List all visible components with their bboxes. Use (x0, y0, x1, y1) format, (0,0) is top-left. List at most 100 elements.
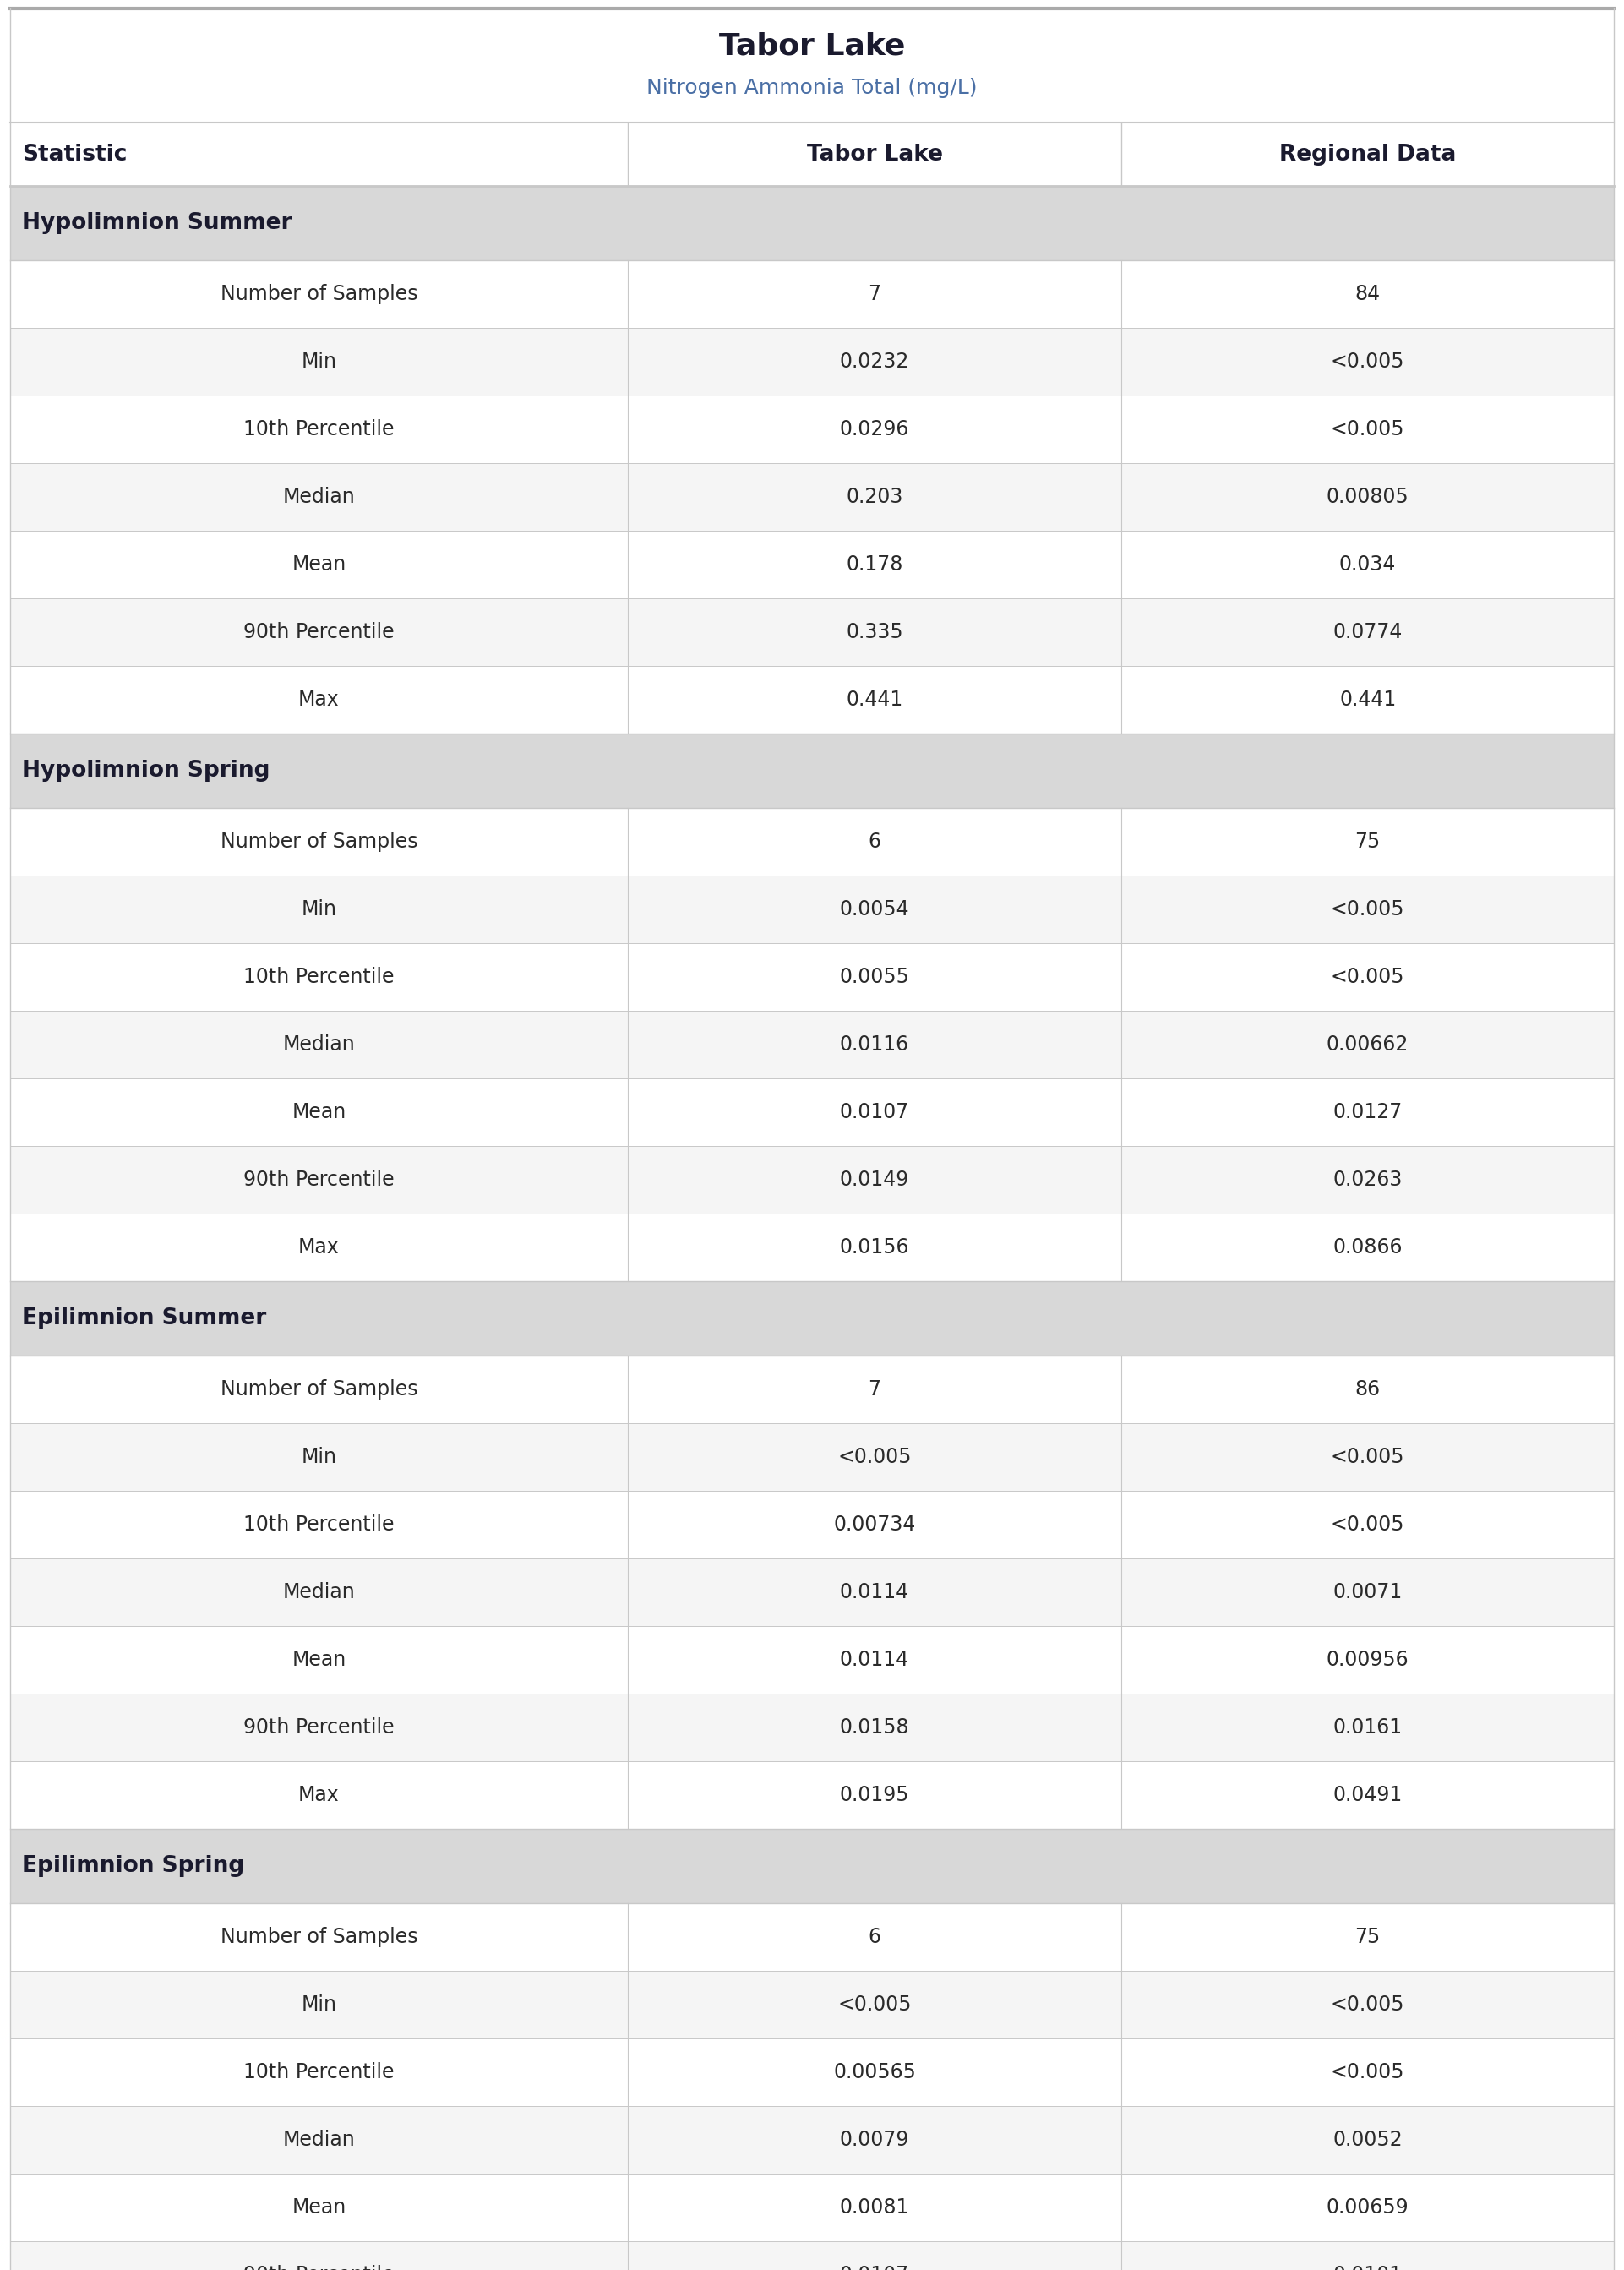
Bar (10, 2038, 1614, 2107)
Bar (10, 808, 1614, 876)
Bar (10, 327, 1614, 395)
Bar (10, 1559, 1614, 1625)
Text: Mean: Mean (292, 1101, 346, 1121)
Text: 0.0071: 0.0071 (1333, 1582, 1403, 1603)
Bar (10, 733, 1614, 808)
Text: 0.0107: 0.0107 (840, 1101, 909, 1121)
Text: 0.0296: 0.0296 (840, 420, 909, 440)
Text: Min: Min (300, 899, 336, 919)
Text: 0.00956: 0.00956 (1327, 1650, 1410, 1671)
Text: 10th Percentile: 10th Percentile (244, 2061, 395, 2082)
Bar (10, 123, 1614, 186)
Text: <0.005: <0.005 (1330, 967, 1405, 987)
Text: 0.0156: 0.0156 (840, 1237, 909, 1258)
Text: 0.00659: 0.00659 (1327, 2197, 1410, 2218)
Text: 6: 6 (869, 831, 880, 851)
Text: Median: Median (283, 2129, 356, 2150)
Bar (10, 1491, 1614, 1559)
Text: 0.441: 0.441 (846, 690, 903, 711)
Text: <0.005: <0.005 (1330, 1446, 1405, 1466)
Text: 0.0149: 0.0149 (840, 1169, 909, 1189)
Text: 0.0114: 0.0114 (840, 1650, 909, 1671)
Text: <0.005: <0.005 (1330, 352, 1405, 372)
Bar (10, 1146, 1614, 1214)
Bar (10, 9, 1614, 123)
Bar (10, 1214, 1614, 1280)
Text: 0.0054: 0.0054 (840, 899, 909, 919)
Bar (10, 1693, 1614, 1762)
Text: 0.335: 0.335 (846, 622, 903, 642)
Text: 0.0774: 0.0774 (1333, 622, 1403, 642)
Text: Number of Samples: Number of Samples (221, 831, 417, 851)
Bar (10, 1010, 1614, 1078)
Text: 75: 75 (1354, 831, 1380, 851)
Text: Median: Median (283, 1582, 356, 1603)
Text: 0.0081: 0.0081 (840, 2197, 909, 2218)
Text: Number of Samples: Number of Samples (221, 284, 417, 304)
Text: 0.00734: 0.00734 (833, 1514, 916, 1535)
Text: Epilimnion Spring: Epilimnion Spring (23, 1855, 244, 1877)
Text: Regional Data: Regional Data (1280, 143, 1457, 166)
Text: Mean: Mean (292, 1650, 346, 1671)
Bar (10, 463, 1614, 531)
Bar (10, 1625, 1614, 1693)
Text: Hypolimnion Summer: Hypolimnion Summer (23, 211, 292, 234)
Bar (10, 942, 1614, 1010)
Text: Mean: Mean (292, 554, 346, 574)
Text: Tabor Lake: Tabor Lake (807, 143, 942, 166)
Text: Median: Median (283, 1035, 356, 1056)
Text: <0.005: <0.005 (838, 1446, 911, 1466)
Text: Min: Min (300, 1995, 336, 2016)
Text: 7: 7 (869, 1380, 880, 1401)
Bar (10, 1902, 1614, 1970)
Text: Min: Min (300, 1446, 336, 1466)
Text: 0.0866: 0.0866 (1333, 1237, 1403, 1258)
Text: 7: 7 (869, 284, 880, 304)
Text: 84: 84 (1354, 284, 1380, 304)
Text: Max: Max (299, 1784, 339, 1805)
Text: <0.005: <0.005 (1330, 899, 1405, 919)
Text: Hypolimnion Spring: Hypolimnion Spring (23, 760, 270, 781)
Text: 0.0114: 0.0114 (840, 1582, 909, 1603)
Text: 0.034: 0.034 (1340, 554, 1397, 574)
Text: Number of Samples: Number of Samples (221, 1380, 417, 1401)
Text: 0.0116: 0.0116 (840, 1035, 909, 1056)
Text: <0.005: <0.005 (838, 1995, 911, 2016)
Text: 0.00805: 0.00805 (1327, 486, 1410, 506)
Text: 90th Percentile: 90th Percentile (244, 1169, 395, 1189)
Text: 0.0107: 0.0107 (840, 2265, 909, 2270)
Bar (10, 1830, 1614, 1902)
Text: Tabor Lake: Tabor Lake (719, 32, 905, 61)
Text: 90th Percentile: 90th Percentile (244, 2265, 395, 2270)
Text: Median: Median (283, 486, 356, 506)
Text: 90th Percentile: 90th Percentile (244, 622, 395, 642)
Text: 90th Percentile: 90th Percentile (244, 1718, 395, 1737)
Text: <0.005: <0.005 (1330, 1514, 1405, 1535)
Text: 0.178: 0.178 (846, 554, 903, 574)
Bar (10, 531, 1614, 599)
Bar (10, 1280, 1614, 1355)
Bar (10, 876, 1614, 942)
Text: Statistic: Statistic (23, 143, 127, 166)
Text: 0.0127: 0.0127 (1333, 1101, 1403, 1121)
Text: <0.005: <0.005 (1330, 420, 1405, 440)
Text: 6: 6 (869, 1927, 880, 1948)
Bar (10, 2107, 1614, 2175)
Text: Nitrogen Ammonia Total (mg/L): Nitrogen Ammonia Total (mg/L) (646, 77, 978, 98)
Text: 0.0161: 0.0161 (1333, 1718, 1403, 1737)
Bar (10, 665, 1614, 733)
Bar (10, 1423, 1614, 1491)
Text: 75: 75 (1354, 1927, 1380, 1948)
Bar (10, 1355, 1614, 1423)
Bar (10, 261, 1614, 327)
Text: 0.00565: 0.00565 (833, 2061, 916, 2082)
Text: 10th Percentile: 10th Percentile (244, 967, 395, 987)
Text: 0.0263: 0.0263 (1333, 1169, 1403, 1189)
Text: Mean: Mean (292, 2197, 346, 2218)
Text: 10th Percentile: 10th Percentile (244, 420, 395, 440)
Bar (10, 186, 1614, 261)
Bar (10, 1970, 1614, 2038)
Text: Max: Max (299, 1237, 339, 1258)
Text: 0.0195: 0.0195 (840, 1784, 909, 1805)
Text: 0.0052: 0.0052 (1333, 2129, 1403, 2150)
